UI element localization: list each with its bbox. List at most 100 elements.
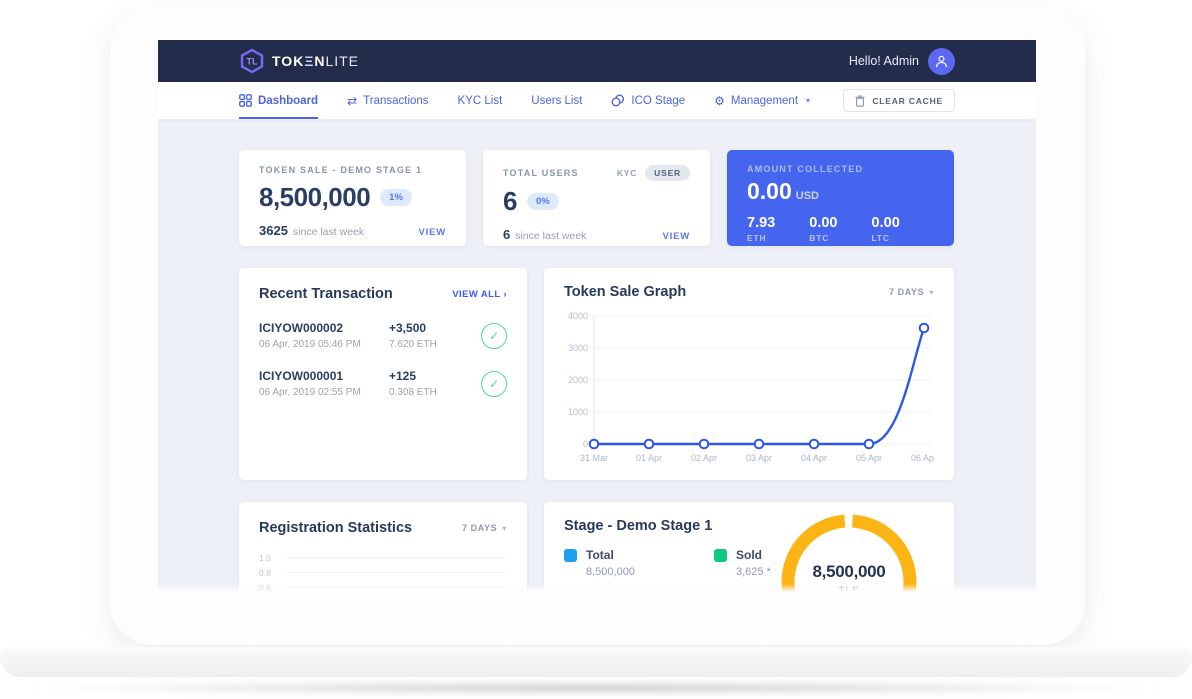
token-sale-graph-panel: Token Sale Graph 7 DAYS ▾ 0 1000 2000 3000 4… xyxy=(544,268,954,480)
gauge-unit: TLE xyxy=(838,585,860,591)
transaction-id: ICIYOW000001 xyxy=(259,369,344,383)
amount-usd-value: 0.00 xyxy=(747,178,792,204)
recent-transactions-title: Recent Transaction xyxy=(259,286,393,302)
amount-collected-card: AMOUNT COLLECTED 0.00 USD 7.93 ETH 0.00 B… xyxy=(727,150,954,246)
main-nav: Dashboard ⇄ Transactions KYC List Users … xyxy=(158,82,1036,120)
ltc-amount: 0.00 xyxy=(871,215,900,231)
person-icon xyxy=(936,55,947,67)
transaction-row[interactable]: ICIYOW000002 06 Apr, 2019 05:46 PM +3,50… xyxy=(259,321,507,350)
svg-text:04 Apr: 04 Apr xyxy=(801,453,827,463)
svg-text:1000: 1000 xyxy=(568,407,588,417)
amount-collected-label: AMOUNT COLLECTED xyxy=(747,164,864,174)
svg-text:05 Apr: 05 Apr xyxy=(856,453,882,463)
stage-panel: Stage - Demo Stage 1 Total 8,500,000 Sol… xyxy=(544,502,954,591)
transaction-row[interactable]: ICIYOW000001 06 Apr, 2019 02:55 PM +125 … xyxy=(259,369,507,398)
clear-cache-button[interactable]: CLEAR CACHE xyxy=(843,89,955,112)
recent-transactions-panel: Recent Transaction VIEW ALL › ICIYOW0000… xyxy=(239,268,527,480)
legend-item-total: Total 8,500,000 xyxy=(564,548,714,578)
transaction-id: ICIYOW000002 xyxy=(259,321,344,335)
axis-tick-label: 1.0 xyxy=(259,552,271,563)
svg-text:31 Mar: 31 Mar xyxy=(580,453,608,463)
legend-swatch-total xyxy=(564,548,577,562)
nav-item-kyc-list[interactable]: KYC List xyxy=(458,82,503,119)
amount-usd-unit: USD xyxy=(795,190,819,202)
total-users-label: TOTAL USERS xyxy=(503,168,579,178)
svg-text:3000: 3000 xyxy=(568,343,588,353)
nav-item-dashboard[interactable]: Dashboard xyxy=(239,82,319,119)
axis-tick-label: 0.8 xyxy=(259,567,271,578)
legend-value: 8,500,000 xyxy=(586,566,635,578)
token-sale-view-link[interactable]: VIEW xyxy=(418,227,446,238)
coins-icon xyxy=(611,94,625,107)
nav-item-ico-stage[interactable]: ICO Stage xyxy=(611,82,685,119)
svg-text:02 Apr: 02 Apr xyxy=(691,453,717,463)
chevron-down-icon: ▾ xyxy=(806,96,811,105)
token-sale-delta: 3625 xyxy=(259,223,288,238)
graph-range-dropdown[interactable]: 7 DAYS ▾ xyxy=(888,287,934,297)
laptop-base xyxy=(0,647,1192,677)
total-users-value: 6 xyxy=(503,186,517,216)
btc-code: BTC xyxy=(809,233,830,243)
axis-tick-label: 0.6 xyxy=(259,582,271,592)
user-toggle-option[interactable]: USER xyxy=(645,165,690,181)
user-avatar[interactable] xyxy=(928,47,955,75)
arrow-right-icon: › xyxy=(503,288,507,300)
token-sale-label: TOKEN SALE - DEMO STAGE 1 xyxy=(259,165,423,175)
stage-title: Stage - Demo Stage 1 xyxy=(564,518,713,534)
nav-label: Transactions xyxy=(363,94,429,107)
transaction-date: 06 Apr, 2019 05:46 PM xyxy=(259,339,361,350)
brand-logo[interactable]: TL TOKΞNLITE xyxy=(239,48,359,74)
total-users-view-link[interactable]: VIEW xyxy=(662,231,690,242)
eth-amount: 7.93 xyxy=(747,215,776,231)
kyc-toggle-option[interactable]: KYC xyxy=(616,168,638,178)
legend-item-sold: Sold 3,625 * xyxy=(714,548,834,578)
transaction-eth: 7.620 ETH xyxy=(389,339,437,350)
nav-item-management[interactable]: ⚙ Management ▾ xyxy=(714,82,810,119)
nav-label: Management xyxy=(730,94,799,107)
trash-icon xyxy=(855,94,865,107)
total-users-delta-note: since last week xyxy=(515,230,587,242)
registration-statistics-panel: Registration Statistics 7 DAYS ▾ 1.0 0.8… xyxy=(239,502,527,591)
nav-label: Dashboard xyxy=(258,94,319,107)
view-all-link[interactable]: VIEW ALL › xyxy=(452,288,507,300)
nav-label: KYC List xyxy=(457,94,503,107)
token-sale-value: 8,500,000 xyxy=(259,182,371,212)
eth-code: ETH xyxy=(747,233,767,243)
nav-label: Users List xyxy=(531,94,583,107)
token-sale-card: TOKEN SALE - DEMO STAGE 1 8,500,000 1% 3… xyxy=(239,150,466,246)
currency-btc: 0.00 BTC xyxy=(809,215,871,243)
svg-text:TL: TL xyxy=(247,57,258,67)
registration-statistics-title: Registration Statistics xyxy=(259,520,413,536)
transaction-date: 06 Apr, 2019 02:55 PM xyxy=(259,387,361,398)
nav-label: ICO Stage xyxy=(631,94,686,107)
stage-legend: Total 8,500,000 Sold 3,625 * Sale % Unso… xyxy=(564,548,934,591)
svg-text:06 Apr: 06 Apr xyxy=(911,453,934,463)
top-bar: TL TOKΞNLITE Hello! Admin xyxy=(158,40,1036,82)
nav-item-users-list[interactable]: Users List xyxy=(531,82,582,119)
legend-swatch-sold xyxy=(714,548,727,562)
swap-arrows-icon: ⇄ xyxy=(347,93,358,108)
transaction-eth: 0.308 ETH xyxy=(389,387,437,398)
transaction-amount: +125 xyxy=(389,369,417,383)
token-sale-delta-note: since last week xyxy=(292,226,365,238)
gauge-value: 8,500,000 xyxy=(812,562,886,581)
registration-chart-axis: 1.0 0.8 0.6 xyxy=(259,550,507,591)
token-sale-chart: 0 1000 2000 3000 4000 31 Mar 01 Apr 02 Apr 03 Ap… xyxy=(568,311,934,463)
gear-icon: ⚙ xyxy=(714,93,725,108)
transaction-confirmed-icon: ✓ xyxy=(481,322,507,349)
svg-text:03 Apr: 03 Apr xyxy=(746,453,772,463)
total-users-badge: 0% xyxy=(526,193,559,210)
transaction-amount: +3,500 xyxy=(389,321,427,335)
laptop-shadow xyxy=(30,681,1162,695)
reg-range-dropdown[interactable]: 7 DAYS ▾ xyxy=(461,523,507,533)
greeting-text: Hello! Admin xyxy=(848,54,919,68)
svg-text:2000: 2000 xyxy=(568,375,588,385)
tokenlite-hexagon-icon: TL xyxy=(240,48,264,74)
clear-cache-label: CLEAR CACHE xyxy=(872,95,943,106)
chevron-down-icon: ▾ xyxy=(502,524,507,533)
total-users-delta: 6 xyxy=(503,227,511,242)
nav-item-transactions[interactable]: ⇄ Transactions xyxy=(347,82,428,119)
legend-value: 3,625 * xyxy=(736,566,771,578)
chevron-down-icon: ▾ xyxy=(929,288,934,297)
